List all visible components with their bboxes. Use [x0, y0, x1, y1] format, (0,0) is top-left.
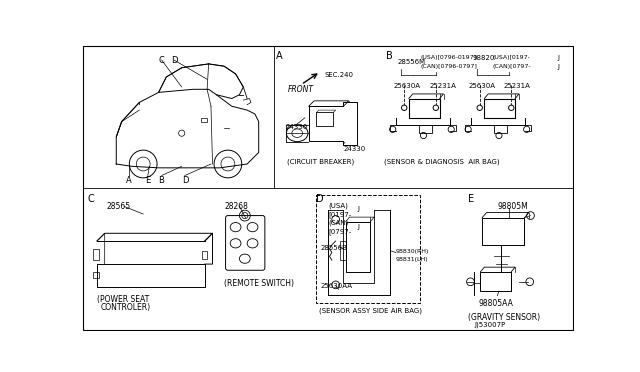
Bar: [482, 218, 524, 245]
Circle shape: [477, 105, 483, 110]
Text: 98805M: 98805M: [497, 202, 528, 212]
Text: 98830(RH): 98830(RH): [396, 249, 429, 254]
Text: A: A: [276, 51, 283, 61]
Text: 25630A: 25630A: [394, 83, 420, 89]
Text: 25231A: 25231A: [429, 83, 456, 89]
Text: 28556B: 28556B: [320, 245, 347, 251]
Bar: [202, 251, 207, 259]
Text: (SENSOR & DIAGNOSIS  AIR BAG): (SENSOR & DIAGNOSIS AIR BAG): [384, 158, 500, 165]
Bar: [93, 272, 99, 278]
Text: (POWER SEAT: (POWER SEAT: [97, 295, 149, 304]
Bar: [201, 118, 207, 122]
Text: (GRAVITY SENSOR): (GRAVITY SENSOR): [468, 312, 540, 322]
Text: 98831(LH): 98831(LH): [396, 257, 428, 262]
Text: (USA)[0197-: (USA)[0197-: [492, 55, 530, 60]
Bar: [93, 249, 99, 260]
Text: D: D: [316, 194, 324, 204]
Text: J: J: [557, 55, 559, 61]
Text: (SENSOR ASSY SIDE AIR BAG): (SENSOR ASSY SIDE AIR BAG): [319, 308, 422, 314]
Text: 28565: 28565: [106, 202, 131, 212]
Text: J: J: [557, 64, 559, 70]
Text: J)53007P: J)53007P: [474, 321, 506, 328]
Text: (CIRCUIT BREAKER): (CIRCUIT BREAKER): [287, 158, 355, 165]
Text: [0197-: [0197-: [328, 211, 351, 218]
Bar: [484, 99, 515, 118]
Text: J: J: [357, 224, 359, 230]
Text: [0797-: [0797-: [328, 228, 351, 235]
Text: 28268: 28268: [224, 202, 248, 212]
Text: C: C: [88, 194, 95, 204]
Text: E: E: [468, 194, 474, 204]
Bar: [346, 222, 371, 272]
Bar: [481, 272, 511, 291]
Text: (REMOTE SWITCH): (REMOTE SWITCH): [224, 279, 294, 289]
Text: D: D: [182, 176, 188, 185]
Circle shape: [433, 105, 438, 110]
Text: 98805AA: 98805AA: [478, 299, 513, 308]
Text: E: E: [145, 176, 150, 185]
Bar: [340, 241, 346, 260]
Circle shape: [401, 105, 407, 110]
Text: FRONT: FRONT: [288, 85, 314, 94]
Text: B: B: [386, 51, 392, 61]
Circle shape: [509, 105, 514, 110]
Bar: [409, 99, 440, 118]
Text: D: D: [171, 56, 177, 65]
Bar: [316, 112, 333, 126]
Text: A: A: [126, 176, 132, 185]
Text: 25630A: 25630A: [469, 83, 496, 89]
Text: 24330: 24330: [285, 124, 308, 130]
Text: B: B: [159, 176, 164, 185]
Text: 24330: 24330: [344, 146, 365, 152]
Text: (CAN): (CAN): [328, 219, 348, 226]
Text: CONTROLER): CONTROLER): [101, 303, 151, 312]
Text: C: C: [159, 56, 164, 65]
Text: J: J: [357, 206, 359, 212]
Text: (USA): (USA): [328, 202, 348, 209]
Text: 25231A: 25231A: [504, 83, 531, 89]
Text: (USA)[0796-0197]: (USA)[0796-0197]: [420, 55, 477, 60]
Text: SEC.240: SEC.240: [324, 71, 353, 78]
Text: 28556M: 28556M: [397, 58, 426, 64]
Text: (CAN)[0797-: (CAN)[0797-: [492, 64, 531, 69]
Bar: [316, 195, 420, 302]
Text: 25630AA: 25630AA: [320, 283, 352, 289]
Text: (CAN)[0796-0797]: (CAN)[0796-0797]: [420, 64, 477, 69]
Text: 98820: 98820: [473, 55, 495, 61]
